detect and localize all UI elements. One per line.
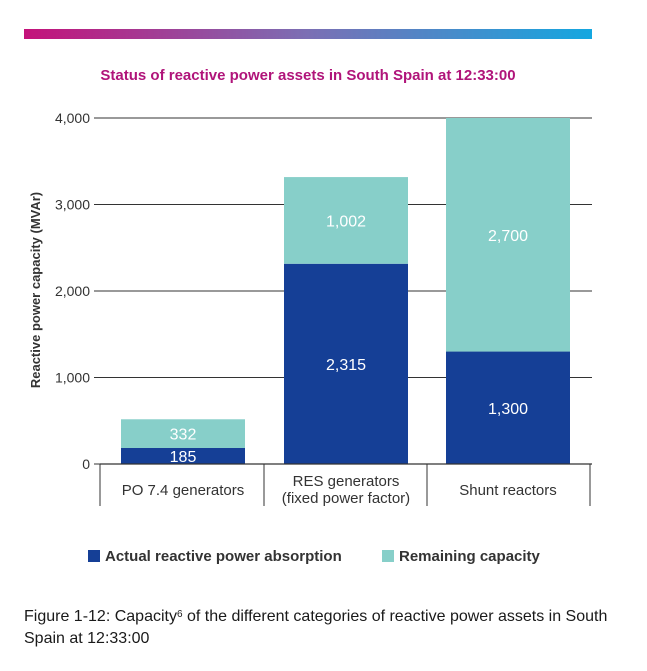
caption-text: of the different categories of reactive … [24, 608, 608, 647]
legend-label: Actual reactive power absorption [105, 548, 342, 565]
legend-swatch [88, 550, 100, 562]
chart-title: Status of reactive power assets in South… [100, 67, 515, 84]
bar-segment [446, 351, 570, 464]
data-label: 332 [170, 427, 197, 444]
x-tick-label: Shunt reactors [459, 482, 557, 499]
x-tick-label: (fixed power factor) [282, 490, 410, 507]
y-tick-label: 2,000 [55, 283, 90, 299]
legend: Actual reactive power absorption Remainin… [88, 548, 541, 565]
bar-segment [446, 118, 570, 352]
legend-label: Remaining capacity [399, 548, 541, 565]
bar-segment [284, 177, 408, 264]
figure-caption: Figure 1-12: Capacity6 of the different … [24, 606, 614, 650]
axis-layer: 0 1,000 2,000 3,000 4,000 PO 7.4 generators RE… [55, 110, 592, 507]
y-tick-label: 1,000 [55, 370, 90, 386]
bar-layer: 185 332 2,315 1,002 1,300 2,700 [121, 118, 570, 466]
x-tick-label: RES generators [293, 473, 400, 490]
data-label: 185 [170, 449, 197, 466]
data-label: 2,315 [326, 357, 366, 374]
bar-segment [284, 263, 408, 464]
bar-segment [121, 419, 245, 448]
bar-segment [121, 447, 245, 464]
top-gradient-bar [24, 29, 592, 39]
data-label: 2,700 [488, 228, 528, 245]
y-tick-label: 4,000 [55, 110, 90, 126]
y-tick-label: 3,000 [55, 197, 90, 213]
caption-prefix: Figure 1-12: Capacity [24, 608, 177, 625]
caption-footnote-mark: 6 [176, 609, 183, 620]
y-axis-label: Reactive power capacity (MVAr) [28, 192, 43, 388]
legend-swatch [382, 550, 394, 562]
data-label: 1,002 [326, 213, 366, 230]
data-label: 1,300 [488, 401, 528, 418]
y-tick-label: 0 [82, 456, 90, 472]
x-tick-label: PO 7.4 generators [122, 482, 245, 499]
